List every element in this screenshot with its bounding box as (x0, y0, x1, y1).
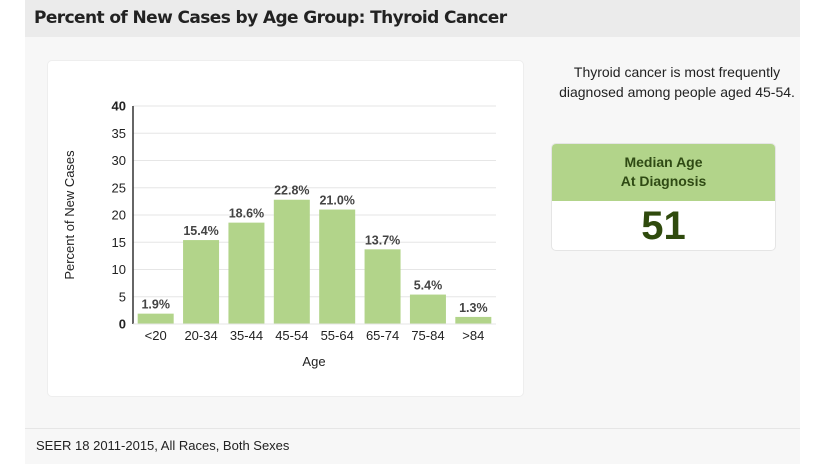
x-tick-label: <20 (145, 328, 167, 343)
data-label: 22.8% (274, 184, 309, 198)
bar (137, 313, 174, 324)
bar (319, 209, 356, 324)
footer: SEER 18 2011-2015, All Races, Both Sexes (25, 428, 800, 464)
bar (228, 222, 265, 324)
data-label: 1.3% (459, 301, 488, 315)
y-tick-label: 25 (112, 180, 126, 195)
y-tick-label: 5 (119, 289, 126, 304)
bar (455, 316, 492, 324)
y-tick-label: 35 (112, 126, 126, 141)
page-frame: Percent of New Cases by Age Group: Thyro… (25, 0, 800, 464)
footer-source: SEER 18 2011-2015, All Races, Both Sexes (36, 438, 290, 453)
bar (183, 240, 220, 324)
summary-text: Thyroid cancer is most frequently diagno… (559, 64, 795, 100)
header: Percent of New Cases by Age Group: Thyro… (25, 0, 800, 37)
median-label-line2: At Diagnosis (620, 173, 707, 189)
y-tick-label: 30 (112, 153, 126, 168)
bar (364, 249, 401, 324)
y-tick-label: 20 (112, 208, 126, 223)
x-tick-label: 20-34 (184, 328, 217, 343)
y-tick-label: 15 (112, 235, 126, 250)
bar (273, 199, 310, 324)
page-title: Percent of New Cases by Age Group: Thyro… (34, 8, 507, 28)
x-axis-title: Age (302, 354, 325, 369)
median-age-box: Median Age At Diagnosis 51 (551, 143, 776, 251)
median-age-label: Median Age At Diagnosis (552, 144, 775, 201)
data-label: 5.4% (414, 279, 443, 293)
data-label: 21.0% (319, 194, 354, 208)
x-tick-label: 55-64 (321, 328, 354, 343)
median-age-value: 51 (641, 204, 686, 248)
median-label-line1: Median Age (624, 154, 703, 170)
x-tick-label: 45-54 (275, 328, 308, 343)
bar (409, 294, 446, 324)
x-tick-label: >84 (462, 328, 484, 343)
x-tick-label: 35-44 (230, 328, 263, 343)
y-axis-title: Percent of New Cases (62, 150, 77, 280)
y-tick-label: 40 (112, 99, 126, 114)
y-tick-label: 0 (119, 317, 126, 332)
data-label: 15.4% (183, 224, 218, 238)
data-label: 13.7% (365, 233, 400, 247)
data-label: 18.6% (229, 207, 264, 221)
x-tick-label: 75-84 (411, 328, 444, 343)
data-label: 1.9% (141, 298, 170, 312)
y-tick-label: 10 (112, 262, 126, 277)
x-tick-label: 65-74 (366, 328, 399, 343)
